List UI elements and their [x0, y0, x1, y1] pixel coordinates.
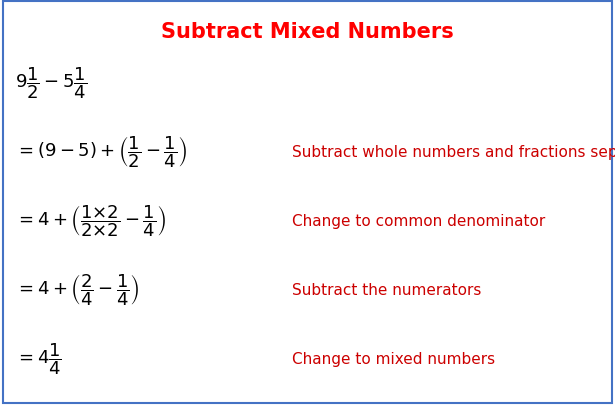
- Text: $9\dfrac{1}{2}-5\dfrac{1}{4}$: $9\dfrac{1}{2}-5\dfrac{1}{4}$: [15, 65, 87, 101]
- Text: $=4\dfrac{1}{4}$: $=4\dfrac{1}{4}$: [15, 341, 62, 376]
- Text: Subtract Mixed Numbers: Subtract Mixed Numbers: [161, 22, 454, 42]
- Text: $=4+\left(\dfrac{2}{4}-\dfrac{1}{4}\right)$: $=4+\left(\dfrac{2}{4}-\dfrac{1}{4}\righ…: [15, 272, 140, 307]
- Text: Change to mixed numbers: Change to mixed numbers: [292, 351, 495, 366]
- Text: Change to common denominator: Change to common denominator: [292, 213, 546, 228]
- Text: Subtract the numerators: Subtract the numerators: [292, 282, 482, 297]
- Text: $=4+\left(\dfrac{1{\times}2}{2{\times}2}-\dfrac{1}{4}\right)$: $=4+\left(\dfrac{1{\times}2}{2{\times}2}…: [15, 203, 167, 239]
- Text: $=(9-5)+\left(\dfrac{1}{2}-\dfrac{1}{4}\right)$: $=(9-5)+\left(\dfrac{1}{2}-\dfrac{1}{4}\…: [15, 134, 188, 170]
- Text: Subtract whole numbers and fractions separately: Subtract whole numbers and fractions sep…: [292, 145, 615, 159]
